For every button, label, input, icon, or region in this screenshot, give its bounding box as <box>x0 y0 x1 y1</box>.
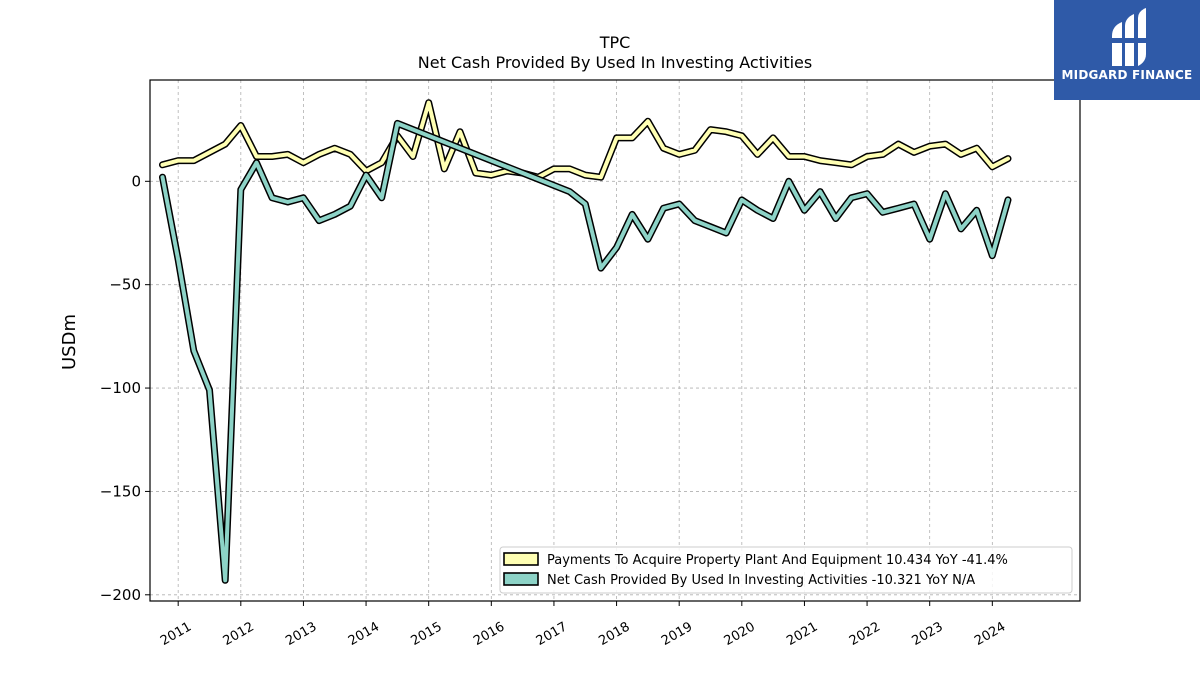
series-stroke <box>160 100 1010 180</box>
plot-frame <box>149 79 1081 602</box>
y-tick-label: 0 <box>131 172 141 190</box>
y-tick-label: −50 <box>109 276 141 294</box>
x-tick-label: 2012 <box>221 619 257 649</box>
x-tick-label: 2023 <box>910 619 946 649</box>
midgard-finance-logo: MIDGARD FINANCE <box>1054 0 1200 100</box>
series-net-cash-line <box>159 119 1012 584</box>
legend-label-payments: Payments To Acquire Property Plant And E… <box>547 553 1008 568</box>
x-tick-label: 2024 <box>972 619 1008 649</box>
x-tick-label: 2011 <box>158 619 194 649</box>
x-tick-label: 2018 <box>596 619 632 649</box>
chart-subtitle: Net Cash Provided By Used In Investing A… <box>418 53 812 72</box>
y-tick-label: −200 <box>100 586 141 604</box>
series-lines <box>159 99 1012 584</box>
y-tick-label: −100 <box>100 379 141 397</box>
legend-box <box>499 546 1073 594</box>
series-payments-line <box>159 99 1012 181</box>
x-tick-label: 2016 <box>471 619 507 649</box>
series-outline <box>159 99 1012 181</box>
series-outline <box>159 119 1012 584</box>
x-tick-label: 2015 <box>409 619 445 649</box>
y-axis-label: USDm <box>59 314 80 370</box>
x-tick-label: 2022 <box>847 619 883 649</box>
grid <box>150 80 1080 601</box>
x-tick-label: 2017 <box>534 619 570 649</box>
x-tick-label: 2020 <box>722 619 758 649</box>
x-tick-label: 2014 <box>346 619 382 649</box>
series-stroke <box>160 121 1010 583</box>
x-tick-label: 2019 <box>659 619 695 649</box>
legend-swatch-payments <box>503 552 539 566</box>
x-tick-label: 2021 <box>784 619 820 649</box>
chart-title: TPC <box>599 33 631 52</box>
legend-swatch-net-cash <box>503 572 539 586</box>
midgard-logo-icon <box>1110 8 1148 66</box>
y-tick-label: −150 <box>100 482 141 500</box>
legend: Payments To Acquire Property Plant And E… <box>499 546 1073 594</box>
legend-label-net-cash: Net Cash Provided By Used In Investing A… <box>547 573 975 588</box>
logo-text: MIDGARD FINANCE <box>1061 68 1193 82</box>
x-tick-label: 2013 <box>283 619 319 649</box>
